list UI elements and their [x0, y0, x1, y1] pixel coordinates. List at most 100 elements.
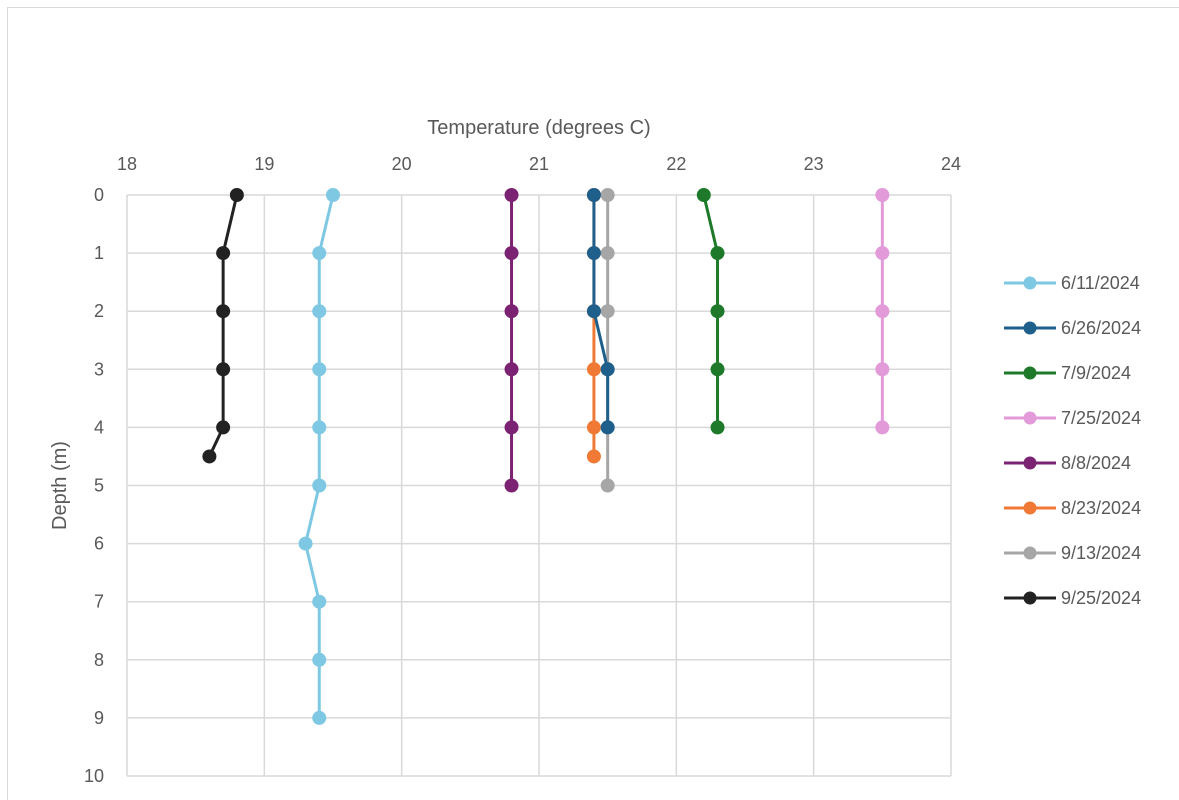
legend-marker — [1023, 456, 1037, 470]
legend-label: 7/9/2024 — [1061, 363, 1131, 383]
data-point — [710, 362, 725, 377]
legend-label: 8/8/2024 — [1061, 453, 1131, 473]
legend-marker — [1023, 591, 1037, 605]
y-tick-label: 2 — [94, 301, 104, 321]
data-point — [875, 304, 890, 319]
y-axis-title: Depth (m) — [49, 441, 71, 530]
series-8-8-2024 — [504, 188, 519, 493]
y-tick-label: 3 — [94, 359, 104, 379]
legend-item: 7/25/2024 — [1004, 408, 1141, 428]
data-point — [312, 594, 327, 609]
data-point — [216, 246, 231, 261]
x-axis-title: Temperature (degrees C) — [427, 117, 650, 139]
data-point — [312, 304, 327, 319]
data-point — [298, 536, 313, 551]
data-point — [586, 304, 601, 319]
chart-frame — [7, 7, 1179, 800]
y-tick-label: 5 — [94, 476, 104, 496]
data-point — [504, 420, 519, 435]
data-point — [586, 420, 601, 435]
legend-marker — [1023, 276, 1037, 290]
data-point — [312, 478, 327, 493]
series-7-9-2024 — [696, 188, 725, 435]
series-line — [208, 194, 239, 458]
legend-item: 9/13/2024 — [1004, 543, 1141, 563]
x-tick-label: 23 — [804, 154, 824, 174]
legend-item: 8/8/2024 — [1004, 453, 1131, 473]
legend-item: 6/11/2024 — [1004, 273, 1140, 293]
y-tick-label: 1 — [94, 243, 104, 263]
y-tick-label: 10 — [84, 766, 104, 786]
data-point — [875, 188, 890, 202]
legend-item: 9/25/2024 — [1004, 588, 1141, 608]
data-point — [600, 420, 615, 435]
legend-label: 8/23/2024 — [1061, 498, 1141, 518]
data-point — [504, 478, 519, 493]
y-tick-label: 7 — [94, 592, 104, 612]
data-point — [504, 246, 519, 261]
legend-marker — [1023, 411, 1037, 425]
data-point — [312, 710, 327, 725]
data-point — [875, 246, 890, 261]
series-9-25-2024 — [202, 188, 244, 464]
data-point — [586, 188, 601, 202]
data-point — [504, 304, 519, 319]
legend-marker — [1023, 501, 1037, 515]
data-point — [600, 188, 615, 202]
data-point — [600, 478, 615, 493]
data-point — [875, 420, 890, 435]
legend-label: 6/26/2024 — [1061, 318, 1141, 338]
data-point — [229, 188, 244, 202]
y-tick-label: 6 — [94, 534, 104, 554]
data-point — [312, 362, 327, 377]
data-point — [312, 652, 327, 667]
x-tick-label: 21 — [529, 154, 549, 174]
legend-marker — [1023, 546, 1037, 560]
data-point — [586, 362, 601, 377]
data-point — [696, 188, 711, 202]
legend-item: 7/9/2024 — [1004, 363, 1131, 383]
y-tick-label: 8 — [94, 650, 104, 670]
legend-label: 6/11/2024 — [1061, 273, 1140, 293]
data-point — [326, 188, 340, 202]
data-point — [600, 304, 615, 319]
data-point — [216, 362, 231, 377]
y-tick-label: 4 — [94, 417, 104, 437]
data-point — [600, 246, 615, 261]
data-point — [600, 362, 615, 377]
legend: 6/11/2024 6/26/2024 7/9/2024 7/25/2024 8/8/2… — [1004, 273, 1141, 608]
series-layer — [202, 188, 890, 725]
x-tick-label: 22 — [666, 154, 686, 174]
x-tick-label: 18 — [117, 154, 137, 174]
data-point — [586, 449, 601, 464]
legend-marker — [1023, 366, 1037, 380]
series-6-11-2024 — [298, 188, 340, 725]
data-point — [216, 304, 231, 319]
x-tick-label: 24 — [941, 154, 961, 174]
data-point — [504, 362, 519, 377]
data-point — [710, 304, 725, 319]
series-6-26-2024 — [586, 188, 615, 435]
legend-marker — [1023, 321, 1037, 335]
x-tick-label: 20 — [392, 154, 412, 174]
data-point — [216, 420, 231, 435]
data-point — [312, 420, 327, 435]
series-line — [304, 194, 335, 718]
data-point — [504, 188, 519, 202]
data-point — [875, 362, 890, 377]
y-tick-label: 9 — [94, 708, 104, 728]
data-point — [312, 246, 327, 261]
legend-label: 9/25/2024 — [1061, 588, 1141, 608]
data-point — [202, 449, 217, 464]
data-point — [586, 246, 601, 261]
series-9-13-2024 — [600, 188, 615, 493]
legend-label: 9/13/2024 — [1061, 543, 1141, 563]
grid-lines — [126, 194, 952, 777]
y-tick-label: 0 — [94, 185, 104, 205]
legend-item: 8/23/2024 — [1004, 498, 1141, 518]
data-point — [710, 246, 725, 261]
data-point — [710, 420, 725, 435]
